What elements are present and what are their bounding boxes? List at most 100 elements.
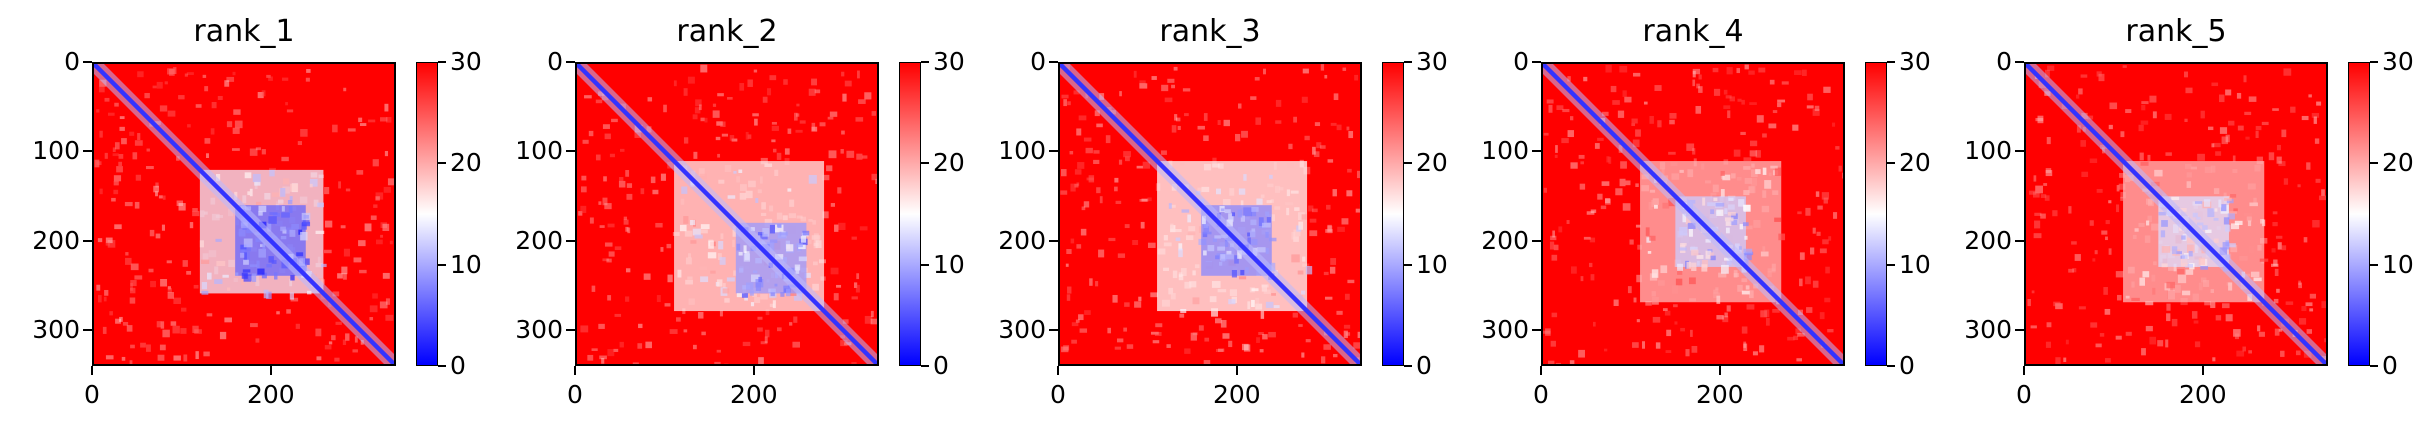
interaction-spot [1707, 202, 1716, 207]
heatmap-noise-cell [1238, 103, 1242, 109]
y-tick-label: 0 [1996, 47, 2012, 76]
interaction-spot [769, 224, 775, 234]
interaction-spot [2125, 295, 2130, 299]
interaction-spot [1251, 288, 1259, 292]
heatmap-canvas [1060, 64, 1360, 364]
interaction-spot [249, 264, 258, 267]
heatmap-noise-cell [2045, 170, 2053, 177]
heatmap-noise-cell [853, 282, 858, 288]
interaction-spot [2218, 199, 2222, 208]
interaction-spot [1234, 255, 1239, 264]
heatmap-noise-cell [1268, 331, 1276, 338]
heatmap-noise-cell [1139, 199, 1148, 202]
interaction-spot [739, 268, 744, 273]
interaction-spot [808, 175, 817, 184]
heatmap-noise-cell [2219, 127, 2228, 134]
heatmap-noise-cell [167, 110, 176, 117]
heatmap-noise-cell [2141, 104, 2146, 111]
heatmap-noise-cell [250, 323, 258, 328]
interaction-spot [2222, 242, 2230, 250]
heatmap-noise-cell [1190, 332, 1197, 341]
interaction-spot [243, 252, 247, 261]
interaction-spot [2196, 216, 2201, 220]
heatmap-noise-cell [1197, 125, 1205, 130]
heatmap-plot [92, 62, 396, 366]
y-tick [566, 329, 575, 332]
heatmap-noise-cell [1343, 330, 1348, 339]
heatmap-noise-cell [650, 176, 656, 184]
interaction-spot [2177, 274, 2187, 284]
interaction-spot [226, 287, 231, 291]
interaction-spot [267, 223, 272, 232]
heatmap-noise-cell [1136, 165, 1143, 169]
heatmap-noise-cell [1147, 242, 1156, 248]
heatmap-noise-cell [626, 193, 633, 200]
heatmap-noise-cell [233, 109, 241, 115]
heatmap-noise-cell [623, 216, 628, 220]
interaction-spot [1189, 281, 1197, 288]
heatmap-noise-cell [1070, 183, 1076, 192]
heatmap-noise-cell [2040, 194, 2047, 198]
interaction-spot [1662, 202, 1670, 209]
heatmap-noise-cell [1080, 228, 1087, 236]
heatmap-noise-cell [338, 181, 342, 189]
interaction-spot [1202, 231, 1212, 235]
heatmap-noise-cell [1827, 329, 1834, 333]
heatmap-noise-cell [1819, 248, 1827, 254]
heatmap-noise-cell [380, 234, 384, 238]
interaction-spot [760, 176, 763, 184]
heatmap-noise-cell [268, 76, 273, 81]
heatmap-noise-cell [1806, 307, 1813, 313]
heatmap-noise-cell [345, 188, 351, 192]
heatmap-noise-cell [1691, 345, 1698, 353]
interaction-spot [258, 211, 263, 216]
heatmap-noise-cell [1801, 69, 1807, 76]
heatmap-noise-cell [1337, 226, 1345, 232]
interaction-spot [199, 240, 204, 248]
heatmap-noise-cell [2248, 96, 2257, 102]
heatmap-noise-cell [1108, 237, 1116, 242]
heatmap-noise-cell [607, 349, 615, 357]
heatmap-noise-cell [1627, 286, 1632, 294]
interaction-spot [1240, 215, 1245, 222]
heatmap-noise-cell [2311, 113, 2320, 118]
heatmap-noise-cell [1617, 110, 1625, 118]
interaction-spot [708, 240, 714, 249]
heatmap-noise-cell [255, 338, 260, 343]
interaction-spot [1285, 202, 1294, 206]
heatmap-noise-cell [2125, 109, 2132, 114]
heatmap-noise-cell [1835, 146, 1840, 150]
interaction-spot [770, 288, 775, 297]
interaction-spot [302, 258, 310, 265]
interaction-spot [1774, 167, 1782, 176]
interaction-spot [243, 259, 249, 265]
heatmap-noise-cell [819, 122, 826, 127]
y-tick-label: 200 [1481, 225, 1529, 255]
heatmap-noise-cell [1543, 132, 1549, 136]
interaction-spot [755, 198, 759, 203]
colorbar-tick-label: 20 [1416, 148, 1448, 178]
heatmap-noise-cell [714, 361, 721, 364]
heatmap-noise-cell [1605, 198, 1611, 205]
heatmap-noise-cell [1220, 320, 1227, 328]
heatmap-noise-cell [1666, 329, 1672, 337]
heatmap-noise-cell [383, 186, 391, 193]
heatmap-noise-cell [856, 153, 863, 160]
interaction-spot [2223, 192, 2227, 197]
heatmap-noise-cell [602, 258, 609, 262]
interaction-spot [1651, 269, 1659, 278]
interaction-spot [2260, 219, 2265, 224]
heatmap-noise-cell [1748, 70, 1755, 75]
interaction-spot [2186, 181, 2192, 188]
interaction-spot [1178, 243, 1183, 251]
heatmap-noise-cell [2321, 189, 2325, 196]
interaction-spot [699, 266, 708, 270]
heatmap-noise-cell [2035, 185, 2043, 194]
interaction-spot [1261, 222, 1271, 228]
interaction-spot [1271, 293, 1276, 296]
interaction-spot [2226, 199, 2234, 204]
heatmap-noise-cell [105, 242, 110, 246]
heatmap-noise-cell [2149, 336, 2156, 345]
heatmap-noise-cell [2120, 131, 2125, 138]
heatmap-noise-cell [1652, 316, 1661, 323]
